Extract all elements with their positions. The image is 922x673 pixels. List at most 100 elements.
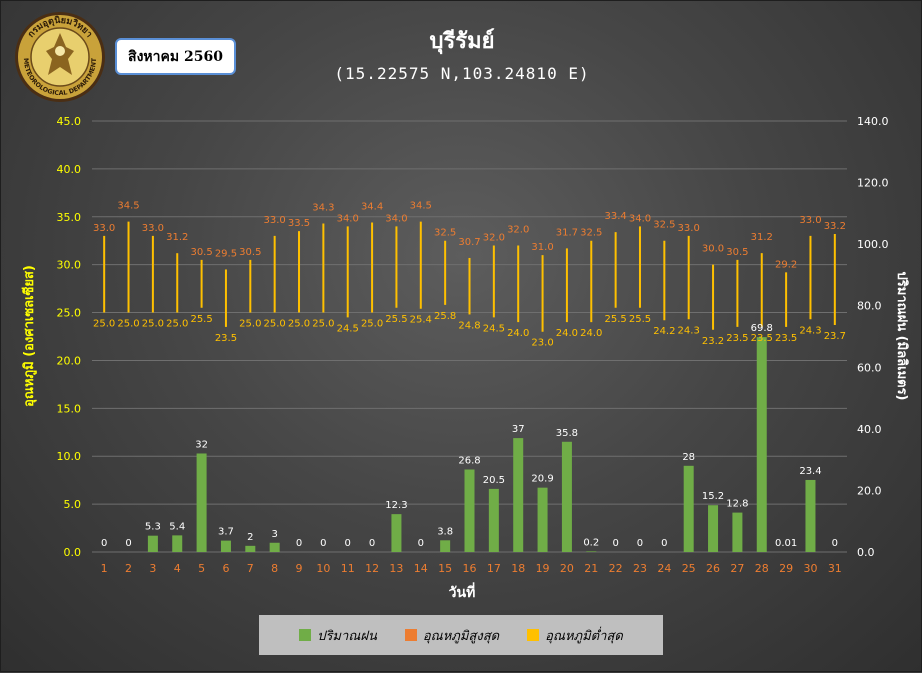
- y-left-tick-label: 5.0: [64, 498, 82, 511]
- legend-label-temp-max: อุณหภูมิสูงสุด: [423, 625, 499, 646]
- temp-max-label: 31.7: [556, 227, 578, 238]
- rain-bar: [197, 453, 207, 552]
- temp-min-label: 25.5: [604, 314, 626, 325]
- x-tick-label: 1: [101, 562, 108, 575]
- x-tick-label: 28: [755, 562, 769, 575]
- rain-value-label: 0: [418, 538, 424, 549]
- x-tick-label: 15: [438, 562, 452, 575]
- rain-bar: [538, 488, 548, 552]
- rain-bar: [245, 546, 255, 552]
- legend-swatch-rain: [299, 629, 311, 641]
- rain-value-label: 69.8: [751, 323, 773, 334]
- rain-bar: [805, 480, 815, 552]
- rain-value-label: 0: [296, 538, 302, 549]
- rain-value-label: 12.8: [726, 499, 748, 510]
- rain-value-label: 35.8: [556, 428, 578, 439]
- temp-min-label: 24.8: [458, 320, 480, 331]
- y-left-tick-label: 10.0: [57, 450, 82, 463]
- temp-min-label: 24.0: [580, 328, 602, 339]
- temp-max-label: 32.0: [507, 225, 529, 236]
- temp-max-label: 29.5: [215, 248, 237, 259]
- rain-bar: [708, 505, 718, 552]
- y-right-tick-label: 100.0: [857, 238, 889, 251]
- temp-min-label: 23.7: [824, 331, 846, 342]
- x-tick-label: 3: [149, 562, 156, 575]
- legend-label-temp-min: อุณหภูมิต่ำสุด: [545, 625, 623, 646]
- legend-label-rain: ปริมาณฝน: [317, 625, 377, 646]
- x-tick-label: 5: [198, 562, 205, 575]
- rain-value-label: 0: [345, 538, 351, 549]
- x-tick-label: 8: [271, 562, 278, 575]
- x-tick-label: 14: [414, 562, 428, 575]
- x-tick-label: 7: [247, 562, 254, 575]
- temp-min-label: 25.0: [117, 319, 139, 330]
- temp-min-label: 25.0: [288, 319, 310, 330]
- rain-value-label: 32: [195, 439, 208, 450]
- temp-max-label: 33.0: [142, 223, 164, 234]
- temp-min-label: 25.0: [239, 319, 261, 330]
- rain-value-label: 0.01: [775, 538, 797, 549]
- y-right-tick-label: 20.0: [857, 484, 882, 497]
- rain-value-label: 37: [512, 424, 525, 435]
- y-axis-title-left: อุณหภูมิ (องศาเซลเซียส): [21, 265, 37, 407]
- x-tick-label: 2: [125, 562, 132, 575]
- temp-max-label: 32.5: [580, 228, 602, 239]
- rain-value-label: 5.3: [145, 522, 161, 533]
- rain-value-label: 26.8: [458, 455, 480, 466]
- rain-value-label: 0: [612, 538, 618, 549]
- temp-max-label: 30.5: [190, 247, 212, 258]
- rain-value-label: 3.7: [218, 527, 234, 538]
- rain-bar: [270, 543, 280, 552]
- legend-swatch-temp-min: [527, 629, 539, 641]
- temp-max-label: 34.4: [361, 202, 383, 213]
- temp-min-label: 25.0: [142, 319, 164, 330]
- x-tick-label: 6: [222, 562, 229, 575]
- temp-max-label: 32.0: [483, 233, 505, 244]
- rain-value-label: 3: [271, 529, 277, 540]
- x-tick-label: 19: [536, 562, 550, 575]
- temp-max-label: 32.5: [434, 228, 456, 239]
- temp-min-label: 25.0: [264, 319, 286, 330]
- x-tick-label: 27: [730, 562, 744, 575]
- rain-value-label: 20.9: [531, 474, 553, 485]
- x-tick-label: 24: [657, 562, 671, 575]
- y-right-tick-label: 80.0: [857, 300, 882, 313]
- y-right-tick-label: 140.0: [857, 115, 889, 128]
- rain-bar: [562, 442, 572, 552]
- rain-value-label: 3.8: [437, 526, 453, 537]
- rain-value-label: 0: [637, 538, 643, 549]
- temp-min-label: 23.2: [702, 336, 724, 347]
- rain-bar: [440, 540, 450, 552]
- y-left-tick-label: 20.0: [57, 354, 82, 367]
- temp-max-label: 31.2: [751, 232, 773, 243]
- temp-max-label: 33.2: [824, 221, 846, 232]
- temp-max-label: 32.5: [653, 220, 675, 231]
- rain-value-label: 0: [101, 538, 107, 549]
- rain-value-label: 0: [320, 538, 326, 549]
- x-tick-label: 12: [365, 562, 379, 575]
- rain-value-label: 0.2: [583, 537, 599, 548]
- rain-bar: [513, 438, 523, 552]
- rain-bar: [586, 551, 596, 552]
- temp-max-label: 30.0: [702, 244, 724, 255]
- x-tick-label: 30: [803, 562, 817, 575]
- temp-min-label: 23.5: [751, 333, 773, 344]
- rain-value-label: 5.4: [169, 521, 185, 532]
- legend-item-rain: ปริมาณฝน: [299, 625, 377, 646]
- rain-value-label: 0: [832, 538, 838, 549]
- temp-min-label: 25.0: [166, 319, 188, 330]
- y-left-tick-label: 25.0: [57, 307, 82, 320]
- x-tick-label: 29: [779, 562, 793, 575]
- temp-min-label: 24.2: [653, 326, 675, 337]
- temp-max-label: 33.0: [93, 223, 115, 234]
- temp-min-label: 23.5: [726, 333, 748, 344]
- x-tick-label: 11: [341, 562, 355, 575]
- y-left-tick-label: 15.0: [57, 402, 82, 415]
- y-left-tick-label: 40.0: [57, 163, 82, 176]
- rain-value-label: 0: [125, 538, 131, 549]
- legend-swatch-temp-max: [405, 629, 417, 641]
- x-tick-label: 21: [584, 562, 598, 575]
- temp-max-label: 33.5: [288, 218, 310, 229]
- rain-value-label: 20.5: [483, 475, 505, 486]
